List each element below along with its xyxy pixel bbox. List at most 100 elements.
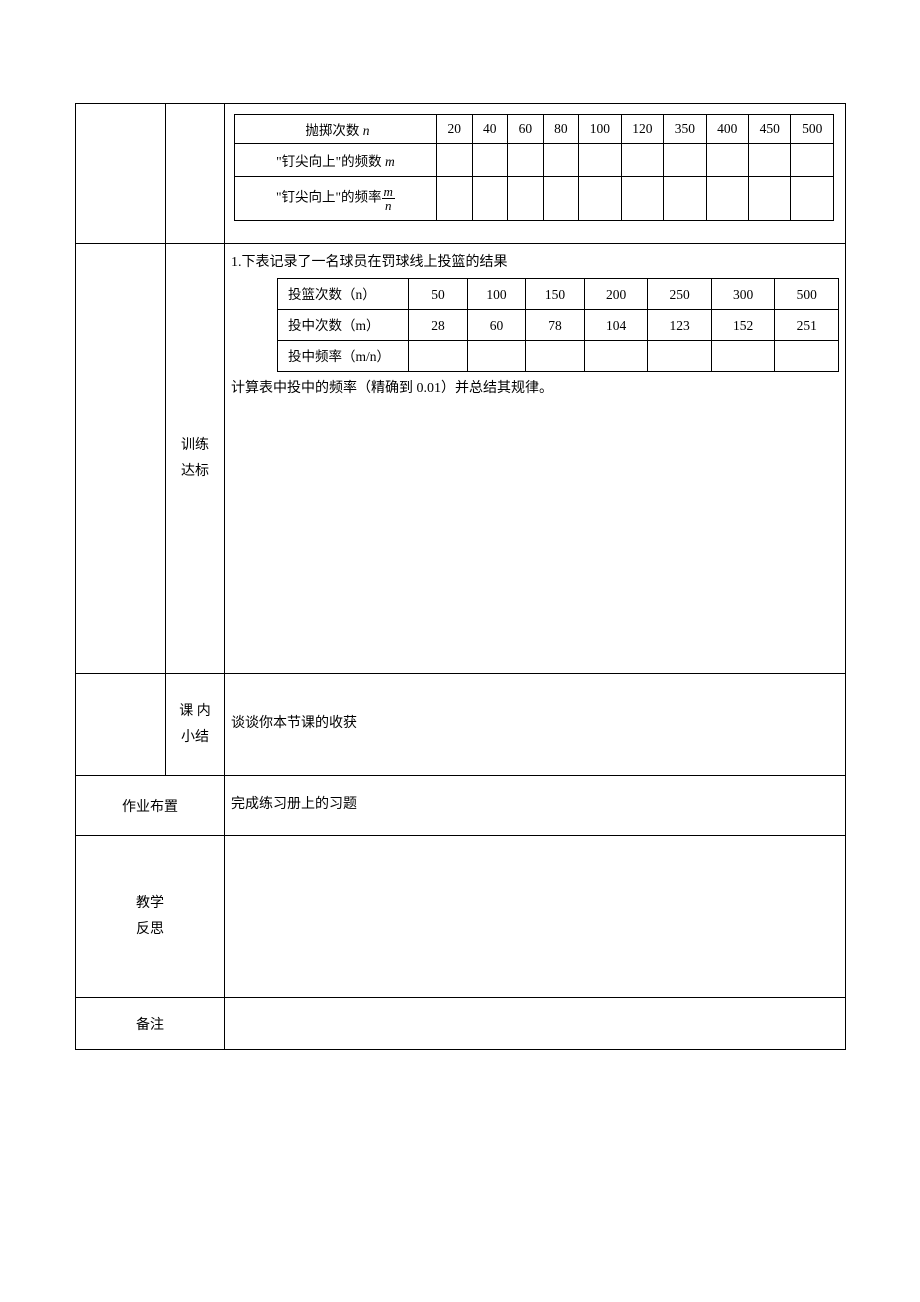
t1-f-0 (436, 177, 472, 221)
t1-n-1: 40 (472, 115, 508, 144)
table1-row-m: "钉尖向上"的频数 m (235, 144, 834, 177)
table1-row-n: 抛掷次数 n 20 40 60 80 100 120 350 400 450 5… (235, 115, 834, 144)
t2-r2-1 (467, 341, 526, 372)
t2-r1-3: 104 (584, 310, 648, 341)
t1-label-n: 抛掷次数 n (235, 115, 437, 144)
blank-col1-summary (76, 674, 166, 776)
t2-r2-2 (526, 341, 585, 372)
row-reflection: 教学 反思 (76, 836, 846, 998)
row-summary: 课 内 小结 谈谈你本节课的收获 (76, 674, 846, 776)
t1-label-freq: "钉尖向上"的频率mn (235, 177, 437, 221)
table1-row-freq: "钉尖向上"的频率mn (235, 177, 834, 221)
label-summary-text: 课 内 小结 (166, 699, 224, 749)
t1-n-6: 350 (664, 115, 706, 144)
t1-m-2 (508, 144, 544, 177)
table1-cell: 抛掷次数 n 20 40 60 80 100 120 350 400 450 5… (225, 104, 846, 244)
notes-content (225, 998, 846, 1050)
t1-n-5: 120 (621, 115, 663, 144)
t1-n-7: 400 (706, 115, 748, 144)
t1-m-1 (472, 144, 508, 177)
t1-label-m: "钉尖向上"的频数 m (235, 144, 437, 177)
label-reflection-l1: 教学 (136, 896, 164, 911)
summary-content: 谈谈你本节课的收获 (225, 674, 846, 776)
t2-row-1: 投中次数（m） 28 60 78 104 123 152 251 (278, 310, 839, 341)
label-training: 训练 达标 (166, 244, 225, 674)
t1-m-9 (791, 144, 834, 177)
label-summary-l1: 课 内 (179, 704, 211, 719)
blank-col1-top (76, 104, 166, 244)
frac-den: n (382, 199, 395, 212)
homework-content: 完成练习册上的习题 (225, 776, 846, 836)
t2-row-2: 投中频率（m/n） (278, 341, 839, 372)
t2-r2-6 (775, 341, 839, 372)
t2-r1-4: 123 (648, 310, 712, 341)
t1-m-4 (579, 144, 621, 177)
row-homework: 作业布置 完成练习册上的习题 (76, 776, 846, 836)
t2-row-0: 投篮次数（n） 50 100 150 200 250 300 500 (278, 279, 839, 310)
label-reflection: 教学 反思 (76, 836, 225, 998)
blank-col1-training (76, 244, 166, 674)
t2-r0-6: 500 (775, 279, 839, 310)
t1-n-4: 100 (579, 115, 621, 144)
row-notes: 备注 (76, 998, 846, 1050)
fraction-icon: mn (382, 185, 395, 212)
frac-num: m (382, 185, 395, 199)
t2-r2-0 (409, 341, 468, 372)
label-reflection-l2: 反思 (136, 922, 164, 937)
t2-r2-4 (648, 341, 712, 372)
t2-r1-0: 28 (409, 310, 468, 341)
t2-r0-3: 200 (584, 279, 648, 310)
t1-var-n: n (363, 123, 370, 138)
t1-label-freq-text: "钉尖向上"的频率 (276, 190, 382, 205)
t2-r0-0: 50 (409, 279, 468, 310)
t1-f-7 (706, 177, 748, 221)
label-summary-l2: 小结 (181, 730, 209, 745)
t2-r2-3 (584, 341, 648, 372)
t1-var-m: m (385, 154, 395, 169)
t1-m-3 (543, 144, 579, 177)
t2-r0-1: 100 (467, 279, 526, 310)
label-reflection-text: 教学 反思 (76, 891, 224, 941)
table2: 投篮次数（n） 50 100 150 200 250 300 500 投中次数（… (277, 278, 839, 372)
t1-n-9: 500 (791, 115, 834, 144)
training-intro: 1.下表记录了一名球员在罚球线上投篮的结果 (231, 252, 839, 274)
t1-n-0: 20 (436, 115, 472, 144)
label-homework: 作业布置 (76, 776, 225, 836)
t1-f-1 (472, 177, 508, 221)
t2-r1-2: 78 (526, 310, 585, 341)
t2-r0-label: 投篮次数（n） (278, 279, 409, 310)
t1-n-3: 80 (543, 115, 579, 144)
t2-r0-4: 250 (648, 279, 712, 310)
t1-m-8 (749, 144, 791, 177)
t2-r0-5: 300 (711, 279, 775, 310)
row-table1: 抛掷次数 n 20 40 60 80 100 120 350 400 450 5… (76, 104, 846, 244)
label-training-text: 训练 达标 (166, 433, 224, 483)
row-training: 训练 达标 1.下表记录了一名球员在罚球线上投篮的结果 投篮次数（n） 50 1… (76, 244, 846, 674)
t2-r2-label: 投中频率（m/n） (278, 341, 409, 372)
label-notes: 备注 (76, 998, 225, 1050)
t1-m-6 (664, 144, 706, 177)
t2-r2-5 (711, 341, 775, 372)
training-note: 计算表中投中的频率（精确到 0.01）并总结其规律。 (231, 378, 839, 400)
t1-label-n-text: 抛掷次数 (305, 123, 362, 138)
t2-r0-2: 150 (526, 279, 585, 310)
t1-n-2: 60 (508, 115, 544, 144)
t2-r1-1: 60 (467, 310, 526, 341)
t1-f-6 (664, 177, 706, 221)
t1-label-m-text: "钉尖向上"的频数 (276, 154, 385, 169)
t1-f-8 (749, 177, 791, 221)
label-training-l2: 达标 (181, 464, 209, 479)
table1: 抛掷次数 n 20 40 60 80 100 120 350 400 450 5… (234, 114, 834, 221)
page: 抛掷次数 n 20 40 60 80 100 120 350 400 450 5… (0, 0, 920, 1302)
label-summary: 课 内 小结 (166, 674, 225, 776)
t1-f-9 (791, 177, 834, 221)
outer-table: 抛掷次数 n 20 40 60 80 100 120 350 400 450 5… (75, 103, 846, 1050)
t1-n-8: 450 (749, 115, 791, 144)
t1-f-2 (508, 177, 544, 221)
t2-r1-6: 251 (775, 310, 839, 341)
blank-col2-top (166, 104, 225, 244)
t1-f-5 (621, 177, 663, 221)
t1-m-0 (436, 144, 472, 177)
t1-f-3 (543, 177, 579, 221)
t2-r1-5: 152 (711, 310, 775, 341)
